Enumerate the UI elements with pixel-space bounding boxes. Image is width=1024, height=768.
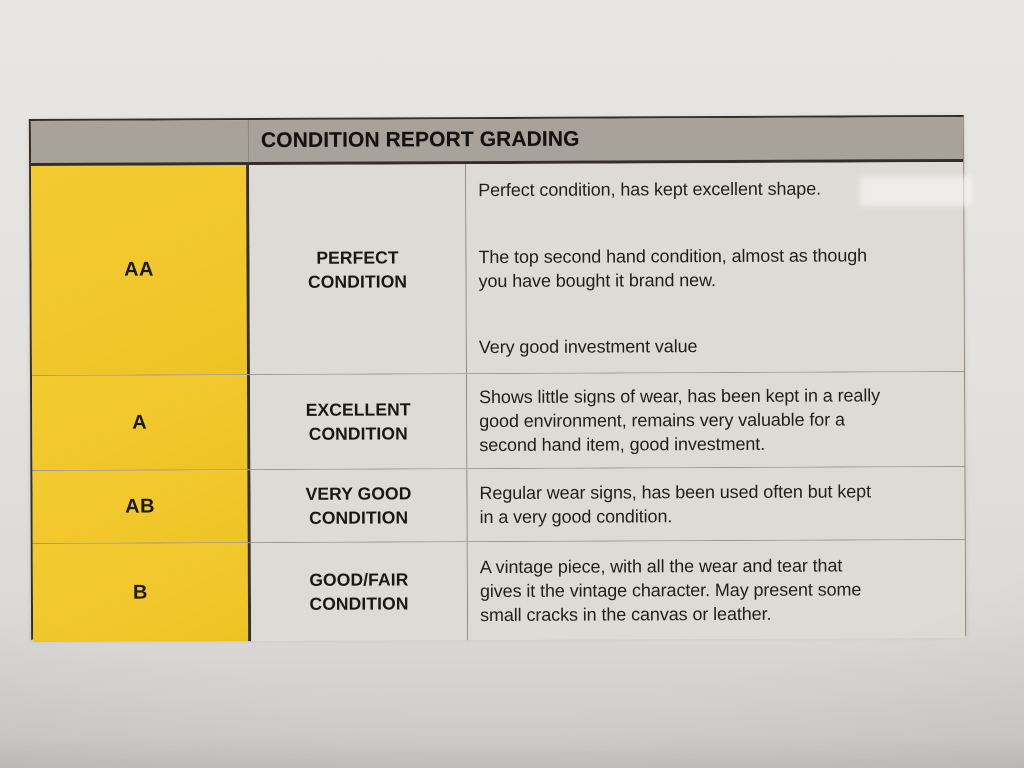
description-line: gives it the vintage character. May pres…	[479, 579, 862, 602]
description-line: good environment, remains very valuable …	[479, 409, 845, 432]
description-paragraph: Shows little signs of wear, has been kep…	[479, 383, 956, 457]
condition-name-line: CONDITION	[308, 423, 408, 444]
table-row-a: A EXCELLENT CONDITION Shows little signs…	[31, 371, 965, 472]
grade-cell: AB	[32, 470, 251, 544]
condition-name-line: VERY GOOD	[305, 483, 412, 504]
description-cell: Shows little signs of wear, has been kep…	[466, 371, 965, 469]
description-line: Very good investment value	[478, 336, 698, 358]
header-empty-cell	[30, 120, 250, 164]
table-row-aa: AA PERFECT CONDITION Perfect condition, …	[31, 161, 964, 377]
condition-name-cell: GOOD/FAIR CONDITION	[250, 542, 469, 642]
description-line: Perfect condition, has kept excellent sh…	[478, 178, 822, 201]
description-cell: Regular wear signs, has been used often …	[467, 466, 965, 542]
description-cell: A vintage piece, with all the wear and t…	[467, 539, 966, 641]
condition-name-line: PERFECT	[316, 246, 399, 268]
condition-name-line: CONDITION	[307, 270, 408, 292]
description-line: second hand item, good investment.	[479, 433, 766, 456]
whiteout-patch	[860, 176, 972, 206]
description-line: Shows little signs of wear, has been kep…	[479, 385, 881, 408]
condition-name-cell: VERY GOOD CONDITION	[250, 469, 468, 543]
description-line: Regular wear signs, has been used often …	[479, 481, 872, 504]
grade-cell: B	[32, 543, 252, 643]
table-row-b: B GOOD/FAIR CONDITION A vintage piece, w…	[32, 539, 966, 643]
description-line: in a very good condition.	[479, 506, 673, 528]
description-paragraph: Very good investment value	[479, 333, 956, 359]
description-line: you have bought it brand new.	[478, 269, 716, 291]
table-title: CONDITION REPORT GRADING	[260, 127, 580, 153]
description-paragraph: The top second hand condition, almost as…	[478, 243, 955, 293]
condition-name-line: GOOD/FAIR	[309, 569, 409, 590]
condition-name-cell: EXCELLENT CONDITION	[249, 374, 468, 470]
description-paragraph: A vintage piece, with all the wear and t…	[480, 553, 957, 627]
condition-name-line: EXCELLENT	[305, 399, 411, 420]
table-row-ab: AB VERY GOOD CONDITION Regular wear sign…	[32, 466, 965, 545]
description-paragraph: Regular wear signs, has been used often …	[479, 479, 956, 529]
description-line: A vintage piece, with all the wear and t…	[479, 555, 843, 578]
grade-cell: AA	[31, 165, 250, 376]
grade-cell: A	[31, 375, 251, 471]
table-header-row: CONDITION REPORT GRADING	[30, 116, 964, 167]
description-line: small cracks in the canvas or leather.	[479, 603, 772, 626]
condition-name-line: CONDITION	[309, 507, 409, 528]
condition-name-line: CONDITION	[309, 593, 409, 614]
condition-grading-table: CONDITION REPORT GRADING AA PERFECT COND…	[28, 114, 967, 643]
description-line: The top second hand condition, almost as…	[478, 244, 868, 267]
condition-name-cell: PERFECT CONDITION	[249, 164, 467, 375]
